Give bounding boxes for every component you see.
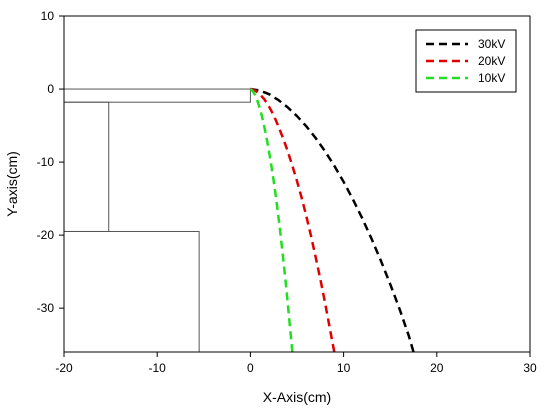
y-axis-ticks: -30 -20 -10 0 10 xyxy=(37,9,64,315)
x-axis-title: X-Axis(cm) xyxy=(263,389,331,405)
y-tick-label: 0 xyxy=(47,82,54,96)
series-line-20kv xyxy=(250,87,336,353)
legend-label-30kv: 30kV xyxy=(478,37,505,51)
y-tick-label: 10 xyxy=(41,9,55,23)
x-tick-label: 30 xyxy=(523,361,537,375)
electrode-outline xyxy=(63,88,251,353)
x-axis-ticks: -20 -10 0 10 20 30 xyxy=(55,352,537,375)
y-tick-label: -30 xyxy=(37,301,55,315)
electrode-rect-2 xyxy=(63,101,110,232)
legend-label-20kv: 20kV xyxy=(478,54,505,68)
plot-frame xyxy=(63,15,531,353)
x-tick-label: -10 xyxy=(149,361,167,375)
y-tick-label: -20 xyxy=(37,228,55,242)
x-tick-label: 0 xyxy=(247,361,254,375)
legend-label-10kv: 10kV xyxy=(478,71,505,85)
electrode-rect-1 xyxy=(63,88,251,103)
x-tick-label: -20 xyxy=(55,361,73,375)
x-tick-label: 20 xyxy=(430,361,444,375)
y-tick-label: -10 xyxy=(37,155,55,169)
series-lines xyxy=(249,87,415,353)
x-tick-label: 10 xyxy=(337,361,351,375)
series-line-10kv xyxy=(249,88,294,353)
electrode-rect-3 xyxy=(63,230,200,353)
series-line-30kv xyxy=(250,87,415,353)
legend: 30kV 20kV 10kV xyxy=(415,29,517,93)
y-axis-title: Y-axis(cm) xyxy=(4,151,20,217)
